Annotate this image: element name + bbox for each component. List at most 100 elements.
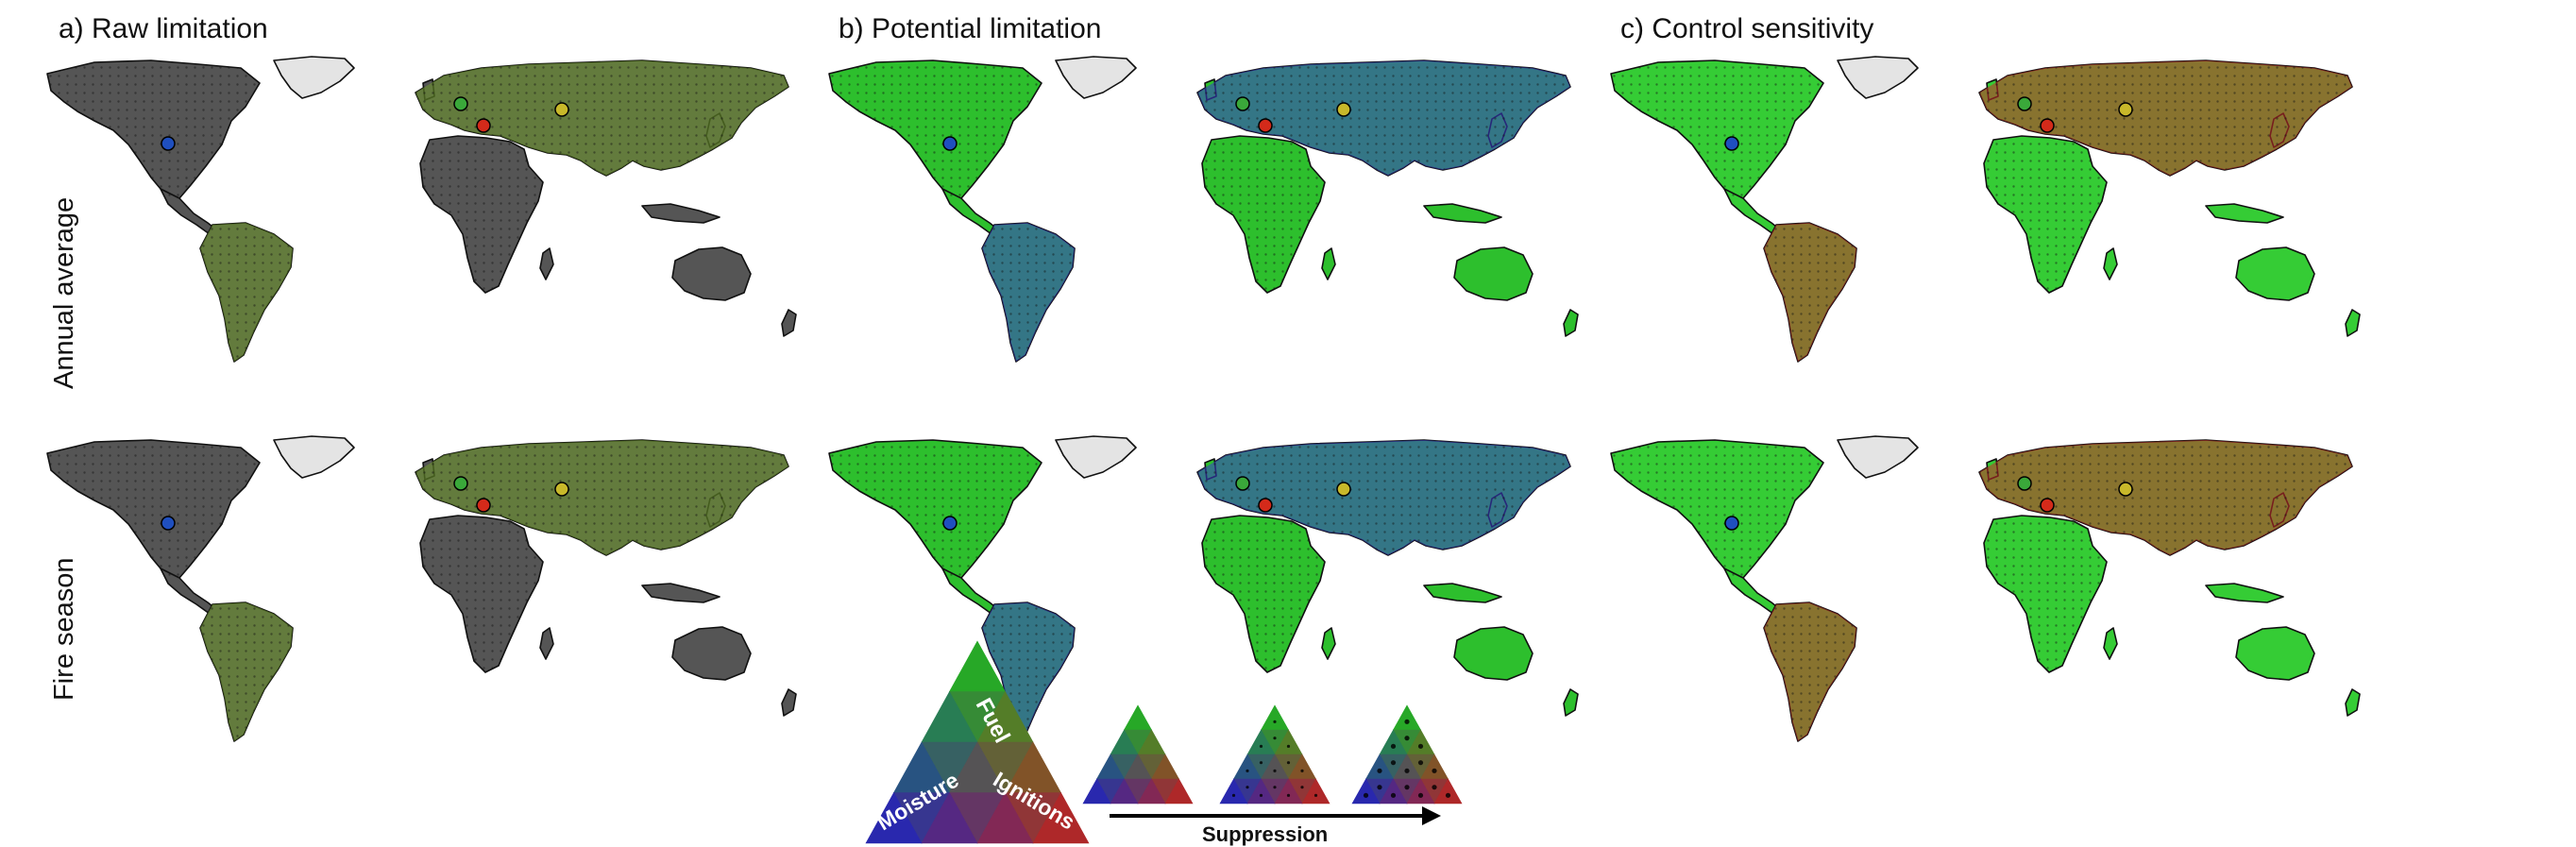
suppression-triangle-medium <box>1219 704 1330 805</box>
region-madagascar <box>1321 247 1336 280</box>
ternary-cell <box>1246 778 1276 805</box>
stipple-africa <box>420 136 543 293</box>
stipple-northAmerica <box>47 440 260 578</box>
region-indonesia <box>1423 203 1502 224</box>
suppression-dot <box>1417 760 1424 766</box>
region-greenland <box>1055 435 1137 479</box>
site-marker-india <box>1336 102 1351 117</box>
region-australia <box>1453 246 1534 301</box>
suppression-label: Suppression <box>1202 822 1329 846</box>
suppression-dot <box>1313 793 1318 797</box>
panel-title-c: c) Control sensitivity <box>1620 13 1874 44</box>
stipple-southAmerica <box>200 602 293 741</box>
site-marker-india <box>2118 482 2133 497</box>
ternary-cell <box>1433 778 1463 805</box>
suppression-dot <box>1363 792 1369 798</box>
stipple-eurasia <box>1979 60 2352 176</box>
suppression-dot <box>1404 719 1410 724</box>
site-marker-india <box>554 102 569 117</box>
site-marker-central-africa <box>1258 498 1273 513</box>
suppression-dot <box>1259 744 1263 748</box>
site-marker-amazon <box>942 136 958 151</box>
stipple-africa <box>420 516 543 672</box>
ternary-cell <box>1219 778 1248 805</box>
stipple-northAmerica <box>829 60 1042 198</box>
ternary-legend: Fuel Moisture Ignitions <box>865 640 1090 844</box>
region-australia <box>671 626 752 681</box>
suppression-dot <box>1259 761 1263 765</box>
region-newZealand <box>781 688 797 717</box>
suppression-dot <box>1390 792 1397 798</box>
site-marker-sahel <box>1235 96 1250 111</box>
site-marker-central-africa <box>2040 118 2055 133</box>
map-raw-limitation-annual <box>46 56 797 363</box>
suppression-dot <box>1246 786 1249 789</box>
region-indonesia <box>641 583 720 603</box>
ternary-cell <box>1392 704 1422 731</box>
stipple-eurasia <box>415 60 788 176</box>
region-newZealand <box>1563 309 1579 337</box>
region-australia <box>671 246 752 301</box>
suppression-dot <box>1377 768 1382 773</box>
ternary-cell <box>1301 778 1330 805</box>
ternary-cell <box>948 640 1007 692</box>
region-newZealand <box>2345 688 2361 717</box>
site-marker-india <box>1336 482 1351 497</box>
region-madagascar <box>2103 627 2118 660</box>
region-greenland <box>1837 435 1919 479</box>
suppression-dot <box>1432 785 1437 790</box>
stipple-northAmerica <box>1611 60 1823 198</box>
ternary-cell <box>1274 778 1303 805</box>
ternary-cell <box>1082 778 1111 805</box>
stipple-eurasia <box>1197 440 1570 555</box>
suppression-dot <box>1404 736 1410 741</box>
ternary-cell <box>1379 778 1408 805</box>
region-madagascar <box>539 627 554 660</box>
region-greenland <box>273 56 355 99</box>
stipple-africa <box>1984 516 2107 672</box>
site-marker-central-africa <box>1258 118 1273 133</box>
suppression-dot <box>1404 785 1410 790</box>
ternary-cell <box>921 791 978 844</box>
ternary-cell <box>1123 704 1153 731</box>
ternary-cell <box>1032 791 1090 844</box>
site-marker-amazon <box>1724 516 1739 531</box>
stipple-africa <box>1202 516 1325 672</box>
region-madagascar <box>539 247 554 280</box>
region-australia <box>2235 246 2315 301</box>
suppression-dot <box>1300 769 1304 772</box>
map-raw-limitation-fire-season <box>46 435 797 742</box>
site-marker-amazon <box>1724 136 1739 151</box>
panel-title-b: b) Potential limitation <box>839 13 1102 44</box>
small-ternary-cells <box>1082 704 1194 805</box>
suppression-dot <box>1273 720 1277 723</box>
stipple-eurasia <box>415 440 788 555</box>
region-greenland <box>273 435 355 479</box>
ternary-cell <box>1406 778 1435 805</box>
suppression-dot <box>1286 793 1291 797</box>
stipple-northAmerica <box>829 440 1042 578</box>
stipple-southAmerica <box>1764 223 1856 362</box>
region-australia <box>1453 626 1534 681</box>
region-newZealand <box>1563 688 1579 717</box>
suppression-dot <box>1231 793 1236 797</box>
small-ternary-cells <box>1351 704 1463 805</box>
suppression-dot <box>1417 792 1424 798</box>
region-greenland <box>1055 56 1137 99</box>
suppression-dot <box>1273 786 1277 789</box>
site-marker-india <box>554 482 569 497</box>
site-marker-sahel <box>2017 476 2032 491</box>
map-potential-limitation-annual <box>828 56 1579 363</box>
ternary-cell <box>1164 778 1194 805</box>
suppression-dot <box>1259 793 1263 797</box>
stipple-southAmerica <box>982 223 1075 362</box>
site-marker-amazon <box>161 516 176 531</box>
suppression-dot <box>1417 743 1424 749</box>
site-marker-sahel <box>1235 476 1250 491</box>
ternary-cell <box>865 791 923 844</box>
stipple-eurasia <box>1979 440 2352 555</box>
map-control-sensitivity-fire-season <box>1610 435 2361 742</box>
stipple-eurasia <box>1197 60 1570 176</box>
stipple-africa <box>1984 136 2107 293</box>
region-indonesia <box>641 203 720 224</box>
